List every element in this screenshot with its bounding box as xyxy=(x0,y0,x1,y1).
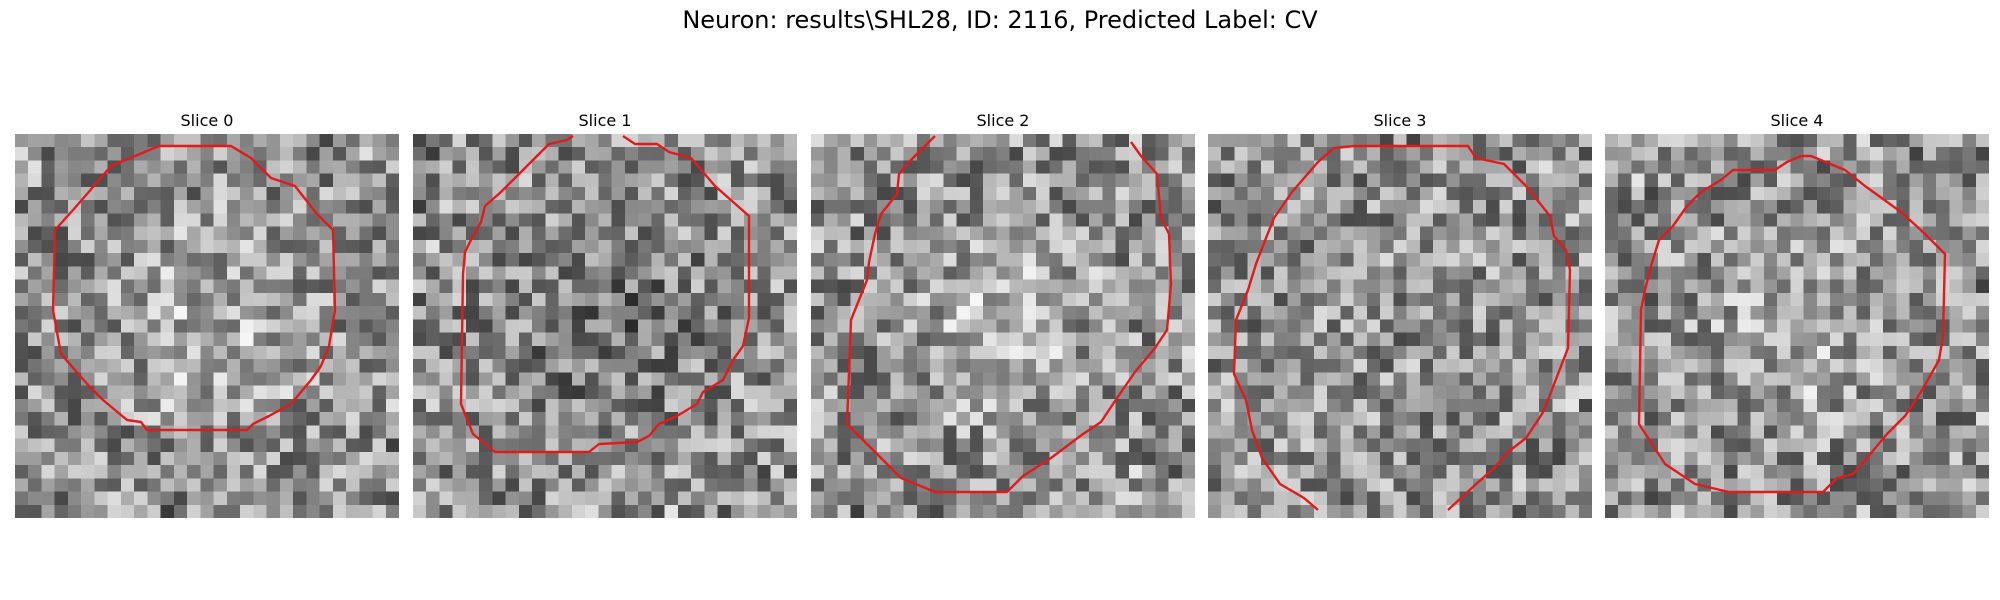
slice-title: Slice 0 xyxy=(180,111,234,130)
roi-contour xyxy=(845,135,1173,494)
contour-overlay xyxy=(1637,154,1947,494)
slice-image xyxy=(1605,134,1989,518)
roi-contour xyxy=(51,144,337,432)
figure-title: Neuron: results\SHL28, ID: 2116, Predict… xyxy=(682,6,1318,34)
slice-image xyxy=(1208,134,1592,518)
slice-title: Slice 4 xyxy=(1770,111,1824,130)
slice-image xyxy=(15,134,399,518)
slice-panel: Slice 2 xyxy=(811,111,1195,522)
slice-title: Slice 2 xyxy=(976,111,1030,130)
contour-overlay xyxy=(845,135,1173,494)
slice-title: Slice 3 xyxy=(1373,111,1427,130)
slice-panel: Slice 4 xyxy=(1605,111,1989,522)
roi-contour xyxy=(1232,144,1572,511)
slice-title: Slice 1 xyxy=(578,111,632,130)
contour-overlay xyxy=(51,144,337,432)
roi-contour xyxy=(459,135,751,454)
slice-panel: Slice 0 xyxy=(15,111,399,522)
slice-panel: Slice 1 xyxy=(413,111,797,522)
slice-panel: Slice 3 xyxy=(1208,111,1592,522)
roi-contour xyxy=(1637,154,1947,494)
slice-image xyxy=(413,134,797,518)
slice-image xyxy=(811,134,1195,518)
contour-overlay xyxy=(459,135,751,454)
contour-overlay xyxy=(1232,144,1572,511)
